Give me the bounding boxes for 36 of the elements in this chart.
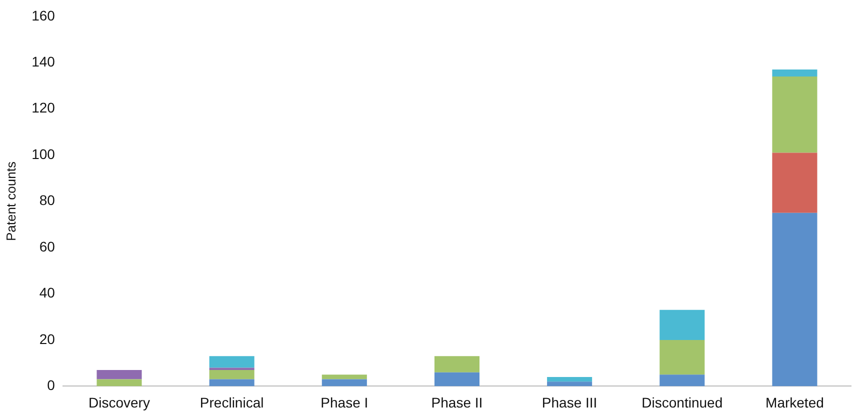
- bar: [772, 212, 818, 386]
- bar: [209, 368, 254, 370]
- bar: [322, 374, 367, 380]
- x-tick-label: Phase II: [431, 394, 483, 410]
- bar: [772, 70, 818, 76]
- y-tick-label: 80: [39, 192, 56, 208]
- y-axis-title: Patent counts: [3, 161, 18, 242]
- x-tick-label: Phase I: [320, 394, 368, 410]
- x-tick-label: Discovery: [88, 394, 150, 410]
- bar: [209, 370, 254, 380]
- y-tick-label: 40: [39, 284, 56, 301]
- y-tick-label: 60: [39, 238, 56, 254]
- y-tick-label: 100: [32, 146, 56, 162]
- x-tick-label: Phase III: [542, 394, 598, 410]
- bar: [547, 382, 592, 386]
- bar: [209, 379, 254, 386]
- bar: [547, 376, 592, 382]
- x-tick-label: Preclinical: [200, 394, 264, 410]
- bar: [96, 379, 142, 386]
- y-tick-label: 120: [32, 100, 56, 116]
- bar: [434, 356, 480, 372]
- y-tick-label: 20: [39, 330, 56, 347]
- bar: [660, 310, 705, 340]
- bar: [660, 340, 705, 375]
- bar: [772, 152, 818, 213]
- x-tick-label: Marketed: [766, 394, 824, 410]
- bar: [322, 379, 367, 386]
- bar: [434, 372, 480, 386]
- y-tick-label: 0: [47, 377, 56, 394]
- x-tick-label: Discontinued: [642, 394, 723, 410]
- y-tick-label: 160: [32, 7, 56, 24]
- bar: [209, 356, 254, 368]
- bar: [772, 76, 818, 153]
- y-tick-label: 140: [32, 53, 56, 70]
- bar: [660, 374, 705, 386]
- bar: [96, 370, 142, 380]
